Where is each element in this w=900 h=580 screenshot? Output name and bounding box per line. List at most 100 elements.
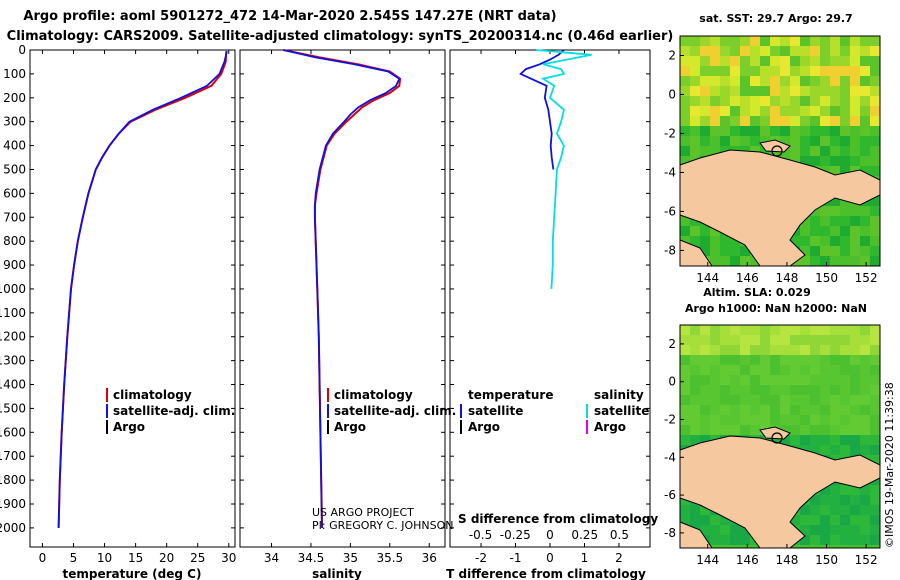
x-tick-label: 36 xyxy=(422,551,437,565)
sst-cell xyxy=(740,256,750,266)
depth-cell xyxy=(840,325,850,335)
sst-cell xyxy=(760,116,770,126)
sst-cell xyxy=(820,136,830,146)
map-ticks: 144 146 148 150 152 2 0 -2 -4 -6 -8 144 146 148 150 152… xyxy=(664,48,878,567)
upper-axis-label: S difference from climatology xyxy=(458,512,658,526)
sst-cell xyxy=(800,146,810,156)
depth-cell xyxy=(740,365,750,375)
depth-cell xyxy=(810,405,820,415)
sst-cell xyxy=(700,86,710,96)
sst-cell xyxy=(710,226,720,236)
sst-cell xyxy=(820,246,830,256)
x-tick-label: -1 xyxy=(510,551,522,565)
depth-tick-label: 1600 xyxy=(0,425,26,439)
sst-cell xyxy=(870,156,880,166)
depth-cell xyxy=(740,535,750,545)
depth-cell xyxy=(820,415,830,425)
sst-cell xyxy=(740,36,750,46)
sst-cell xyxy=(690,86,700,96)
depth-cell xyxy=(870,495,880,505)
depth-cell xyxy=(720,355,730,365)
sst-cell xyxy=(840,146,850,156)
sst-cell xyxy=(780,126,790,136)
sst-cell xyxy=(800,126,810,136)
sst-cell xyxy=(820,116,830,126)
depth-cell xyxy=(850,345,860,355)
depth-cell xyxy=(720,325,730,335)
upper-x-tick-label: -0.25 xyxy=(500,528,531,542)
depth-cell xyxy=(730,345,740,355)
title-line-2: Climatology: CARS2009. Satellite-adjuste… xyxy=(7,29,674,44)
sst-cell xyxy=(720,106,730,116)
depth-cell xyxy=(870,435,880,445)
sst-cell xyxy=(870,196,880,206)
sst-cell xyxy=(700,56,710,66)
sst-cell xyxy=(850,206,860,216)
depth-cell xyxy=(840,385,850,395)
sst-cell xyxy=(730,46,740,56)
sst-cell xyxy=(860,116,870,126)
depth-cell xyxy=(750,385,760,395)
depth-cell xyxy=(780,365,790,375)
lat-tick-label: 2 xyxy=(668,48,676,62)
depth-cell xyxy=(710,525,720,535)
depth-cell xyxy=(770,385,780,395)
series-line-satellite-adj-clim- xyxy=(283,49,401,528)
depth-cell xyxy=(820,335,830,345)
depth-cell xyxy=(690,505,700,515)
sst-cell xyxy=(780,76,790,86)
sst-cell xyxy=(810,86,820,96)
depth-cell xyxy=(860,325,870,335)
sst-cell xyxy=(840,246,850,256)
lat-tick-label: -6 xyxy=(664,204,676,218)
x-tick-label: 25 xyxy=(190,551,205,565)
depth-cell xyxy=(850,405,860,415)
depth-cell xyxy=(860,375,870,385)
x-tick-label: 34.5 xyxy=(298,551,325,565)
depth-map-frame xyxy=(679,324,881,549)
sst-cell xyxy=(720,116,730,126)
legend-sat-label: satellite-adj. clim. xyxy=(334,404,456,418)
sst-cell xyxy=(810,96,820,106)
sst-cell xyxy=(730,36,740,46)
sst-cell xyxy=(870,146,880,156)
sst-cell xyxy=(690,126,700,136)
depth-cell xyxy=(740,385,750,395)
depth-cell xyxy=(720,335,730,345)
depth-cell xyxy=(870,335,880,345)
sst-cell xyxy=(850,76,860,86)
sst-cell xyxy=(850,106,860,116)
sst-cell xyxy=(800,36,810,46)
depth-cell xyxy=(800,365,810,375)
depth-cell xyxy=(730,385,740,395)
sst-cell xyxy=(870,136,880,146)
legend-temperature-header: temperature xyxy=(468,388,553,402)
sst-cell xyxy=(870,246,880,256)
sst-cell xyxy=(690,226,700,236)
depth-cell xyxy=(810,535,820,545)
depth-cell xyxy=(830,345,840,355)
sst-cell xyxy=(780,56,790,66)
depth-cell xyxy=(870,455,880,465)
sst-cell xyxy=(870,116,880,126)
depth-cell xyxy=(860,435,870,445)
depth-tick-label: 300 xyxy=(3,115,26,129)
sst-cell xyxy=(700,106,710,116)
sst-cell xyxy=(820,66,830,76)
series-line-climatology xyxy=(57,51,228,528)
series-line-salinity-satellite xyxy=(536,49,592,289)
sst-cell xyxy=(810,216,820,226)
depth-cell xyxy=(730,375,740,385)
lat-tick-label: -2 xyxy=(664,412,676,426)
sst-cell xyxy=(870,206,880,216)
sst-cell xyxy=(780,106,790,116)
depth-tick-label: 100 xyxy=(3,67,26,81)
sst-cell xyxy=(750,76,760,86)
depth-cell xyxy=(690,335,700,345)
depth-cell xyxy=(810,445,820,455)
depth-cell xyxy=(850,365,860,375)
depth-cell xyxy=(850,435,860,445)
depth-cell xyxy=(770,435,780,445)
sst-cell xyxy=(870,216,880,226)
sst-cell xyxy=(720,236,730,246)
